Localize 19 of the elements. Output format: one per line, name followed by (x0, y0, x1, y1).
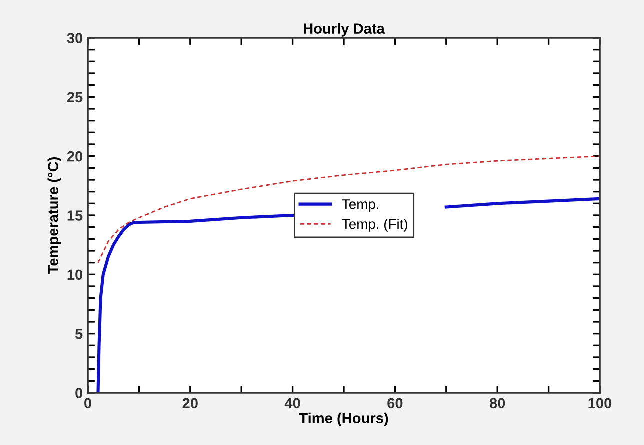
y-tick-label: 15 (68, 210, 83, 221)
x-tick-label: 20 (182, 398, 198, 409)
y-tick-label: 5 (75, 329, 83, 340)
x-tick-label: 0 (84, 398, 92, 409)
legend-label: Temp. (342, 200, 378, 212)
x-tick-label: 40 (284, 398, 300, 409)
legend-label: Temp. (Fit) (342, 218, 408, 232)
x-tick-label: 60 (388, 398, 403, 409)
x-axis-title: Time (Hours) (299, 412, 388, 426)
y-tick-label: 30 (67, 33, 83, 44)
y-tick-label: 20 (67, 151, 83, 162)
x-tick-label: 100 (588, 398, 612, 409)
chart-title: Hourly Data (304, 23, 386, 37)
line-series (98, 156, 600, 264)
y-tick-label: 10 (68, 270, 83, 280)
y-tick-label: 25 (67, 92, 83, 103)
x-tick-label: 80 (490, 398, 506, 409)
y-tick-label: 0 (76, 388, 83, 398)
y-axis-title: Temperature (°C) (48, 158, 62, 274)
